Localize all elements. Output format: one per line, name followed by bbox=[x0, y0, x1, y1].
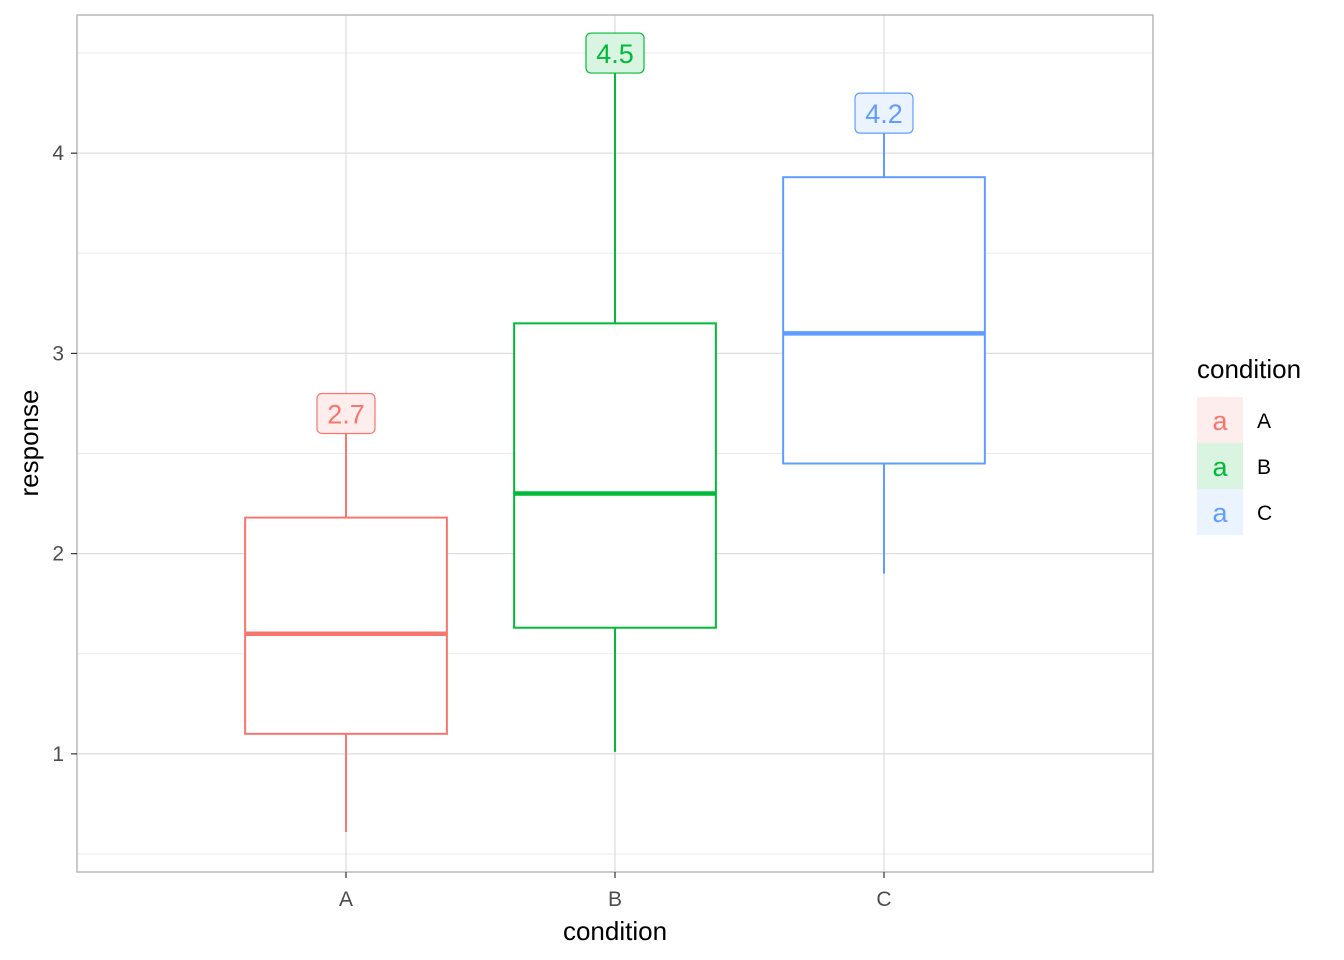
x-axis-title: condition bbox=[563, 916, 667, 946]
boxplot-b bbox=[513, 53, 717, 752]
box-iqr bbox=[782, 176, 986, 465]
legend: condition a Aa Ba C bbox=[1197, 354, 1301, 535]
legend-label: B bbox=[1257, 456, 1271, 479]
y-tick-label: 1 bbox=[52, 743, 64, 766]
data-label-box bbox=[854, 92, 914, 134]
boxplot-c bbox=[782, 113, 986, 574]
data-label-box bbox=[316, 392, 376, 435]
boxplots bbox=[244, 53, 986, 832]
y-tick-label: 2 bbox=[52, 543, 64, 566]
legend-key bbox=[1197, 397, 1243, 443]
y-tick-label: 3 bbox=[52, 342, 64, 365]
data-label: 4.2 bbox=[865, 99, 903, 129]
box-iqr bbox=[244, 516, 448, 735]
legend-key-glyph: a bbox=[1212, 406, 1228, 436]
box-iqr bbox=[513, 322, 717, 629]
y-tick-label: 4 bbox=[52, 142, 64, 165]
y-axis: 1 2 3 4 bbox=[52, 142, 77, 766]
legend-key bbox=[1197, 443, 1243, 489]
data-label: 2.7 bbox=[327, 399, 365, 429]
max-label-b: 4.5 bbox=[585, 32, 645, 74]
max-labels: 2.7 4.5 4.2 bbox=[316, 32, 914, 435]
legend-label: A bbox=[1257, 410, 1271, 433]
data-label: 4.5 bbox=[596, 39, 634, 69]
x-tick-label: A bbox=[339, 888, 353, 911]
y-axis-title: response bbox=[14, 390, 44, 497]
data-label-box bbox=[585, 32, 645, 74]
legend-key-glyph: a bbox=[1212, 498, 1228, 528]
legend-key-glyph: a bbox=[1212, 452, 1228, 482]
x-tick-label: B bbox=[608, 888, 622, 911]
boxplot-a bbox=[244, 413, 448, 832]
x-axis: A B C bbox=[339, 872, 892, 911]
legend-title: condition bbox=[1197, 354, 1301, 384]
legend-key bbox=[1197, 489, 1243, 535]
legend-label: C bbox=[1257, 502, 1272, 525]
max-label-c: 4.2 bbox=[854, 92, 914, 134]
x-tick-label: C bbox=[876, 888, 891, 911]
max-label-a: 2.7 bbox=[316, 392, 376, 435]
